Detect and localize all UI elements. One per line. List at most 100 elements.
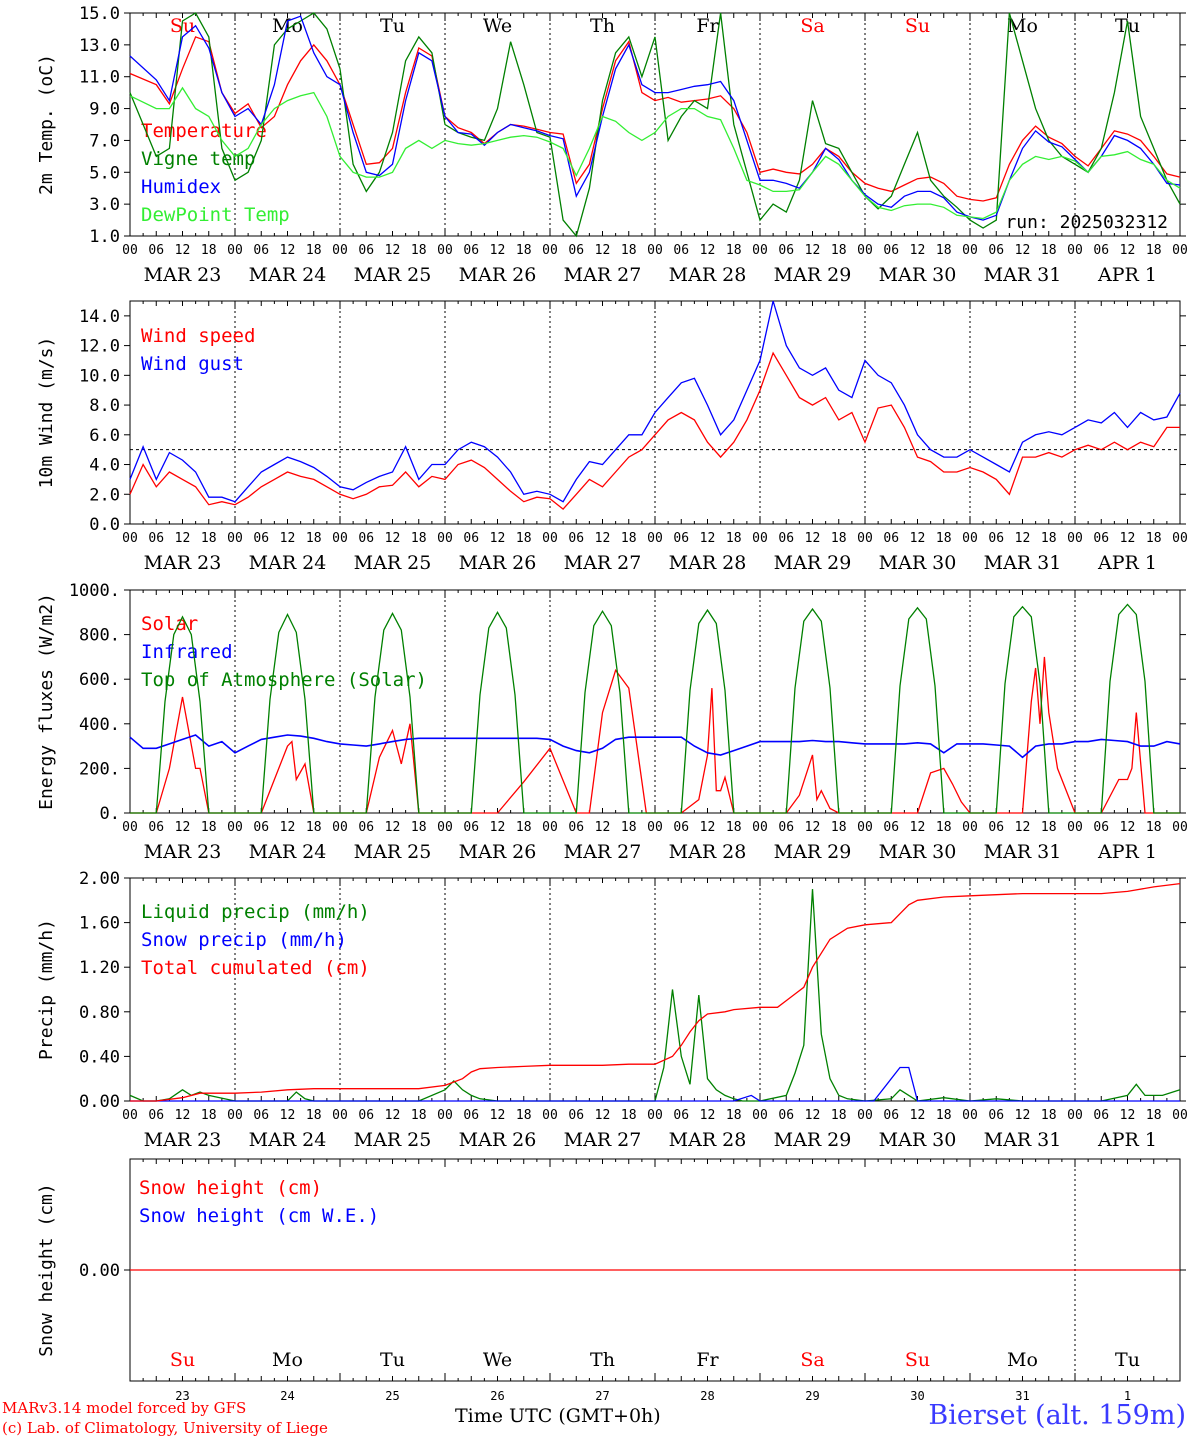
hour-label: 00	[647, 531, 663, 546]
hour-label: 00	[1067, 1108, 1083, 1123]
legend-entry: Wind gust	[141, 353, 244, 375]
date-label: MAR 23	[144, 841, 222, 863]
hour-label: 06	[988, 820, 1004, 835]
date-label: MAR 24	[249, 841, 327, 863]
hour-label: 12	[910, 1108, 926, 1123]
y-tick-label: 0.	[100, 804, 120, 824]
hour-label: 06	[253, 1108, 269, 1123]
hour-label: 12	[910, 243, 926, 258]
hour-label: 12	[280, 243, 296, 258]
hour-label: 12	[1015, 820, 1031, 835]
date-label: MAR 27	[564, 552, 642, 574]
hour-label: 00	[1172, 531, 1188, 546]
panel-0: 1.0 3.0 5.0 7.0 9.0 11.0 13.0 15.0 2m Temp. (oC)…	[36, 4, 1188, 286]
hour-label: 18	[726, 820, 742, 835]
series-line-0	[129, 36, 1181, 202]
weekday-label: Su	[905, 15, 930, 37]
hour-label: 12	[910, 820, 926, 835]
hour-label: 12	[175, 820, 191, 835]
hour-label: 12	[805, 1108, 821, 1123]
hour-label: 00	[752, 531, 768, 546]
hour-label: 06	[568, 820, 584, 835]
hour-label: 12	[805, 531, 821, 546]
hour-label: 00	[437, 243, 453, 258]
hour-label: 06	[148, 531, 164, 546]
hour-label: 18	[621, 531, 637, 546]
hour-label: 00	[857, 243, 873, 258]
hour-label: 06	[1093, 1108, 1109, 1123]
hour-label: 00	[542, 531, 558, 546]
hour-label: 12	[700, 820, 716, 835]
legend-entry: Infrared	[141, 641, 233, 663]
hour-label: 00	[1067, 243, 1083, 258]
copyright: (c) Lab. of Climatology, University of L…	[2, 1419, 328, 1437]
model-credit: MARv3.14 model forced by GFS	[2, 1399, 247, 1417]
hour-label: 12	[175, 1108, 191, 1123]
hour-label: 00	[122, 820, 138, 835]
hour-label: 18	[1146, 531, 1162, 546]
y-tick-label: 5.0	[89, 163, 120, 183]
y-tick-label: 8.0	[89, 396, 120, 416]
day-number: 26	[490, 1389, 504, 1403]
date-label: MAR 31	[984, 552, 1062, 574]
y-tick-label: 2.0	[89, 485, 120, 505]
weekday-label: Th	[590, 1349, 615, 1371]
y-tick-label: 11.0	[79, 68, 120, 88]
hour-label: 12	[280, 1108, 296, 1123]
hour-label: 12	[595, 1108, 611, 1123]
weekday-label: Sa	[800, 15, 824, 37]
y-axis-label: Energy fluxes (W/m2)	[36, 593, 57, 810]
hour-label: 12	[910, 531, 926, 546]
hour-label: 12	[1015, 531, 1031, 546]
day-number: 28	[700, 1389, 714, 1403]
y-axis-label: Snow height (cm)	[36, 1183, 57, 1356]
date-label: MAR 26	[459, 841, 537, 863]
hour-label: 18	[516, 1108, 532, 1123]
hour-label: 18	[726, 531, 742, 546]
date-label: MAR 25	[354, 264, 432, 286]
hour-label: 00	[437, 531, 453, 546]
hour-label: 00	[962, 243, 978, 258]
hour-label: 06	[253, 531, 269, 546]
hour-label: 12	[595, 820, 611, 835]
date-label: MAR 25	[354, 841, 432, 863]
date-label: MAR 28	[669, 264, 747, 286]
hour-label: 06	[253, 243, 269, 258]
hour-label: 06	[463, 820, 479, 835]
y-tick-label: 0.00	[79, 1261, 120, 1281]
y-axis-label: 10m Wind (m/s)	[36, 337, 57, 489]
y-axis-label: 2m Temp. (oC)	[36, 54, 57, 195]
date-label: MAR 29	[774, 1129, 852, 1151]
date-label: MAR 28	[669, 841, 747, 863]
hour-label: 06	[673, 820, 689, 835]
y-tick-label: 14.0	[79, 307, 120, 327]
hour-label: 18	[516, 531, 532, 546]
hour-label: 00	[227, 531, 243, 546]
hour-label: 18	[201, 820, 217, 835]
hour-label: 06	[1093, 243, 1109, 258]
hour-label: 06	[988, 531, 1004, 546]
legend-entry: Total cumulated (cm)	[141, 957, 370, 979]
y-tick-label: 6.0	[89, 426, 120, 446]
hour-label: 00	[227, 1108, 243, 1123]
legend-entry: DewPoint Temp	[141, 204, 290, 226]
y-tick-label: 0.00	[79, 1092, 120, 1112]
hour-label: 06	[673, 243, 689, 258]
date-label: MAR 26	[459, 264, 537, 286]
hour-label: 00	[437, 820, 453, 835]
hour-label: 00	[1172, 243, 1188, 258]
hour-label: 18	[411, 820, 427, 835]
hour-label: 00	[227, 243, 243, 258]
hour-label: 00	[647, 243, 663, 258]
hour-label: 18	[621, 820, 637, 835]
hour-label: 06	[463, 1108, 479, 1123]
date-label: MAR 24	[249, 552, 327, 574]
hour-label: 18	[306, 820, 322, 835]
hour-label: 00	[962, 531, 978, 546]
weekday-label: Mo	[1007, 15, 1038, 37]
date-label: MAR 27	[564, 1129, 642, 1151]
hour-label: 18	[1041, 820, 1057, 835]
hour-label: 06	[148, 820, 164, 835]
hour-label: 06	[778, 243, 794, 258]
hour-label: 18	[831, 820, 847, 835]
